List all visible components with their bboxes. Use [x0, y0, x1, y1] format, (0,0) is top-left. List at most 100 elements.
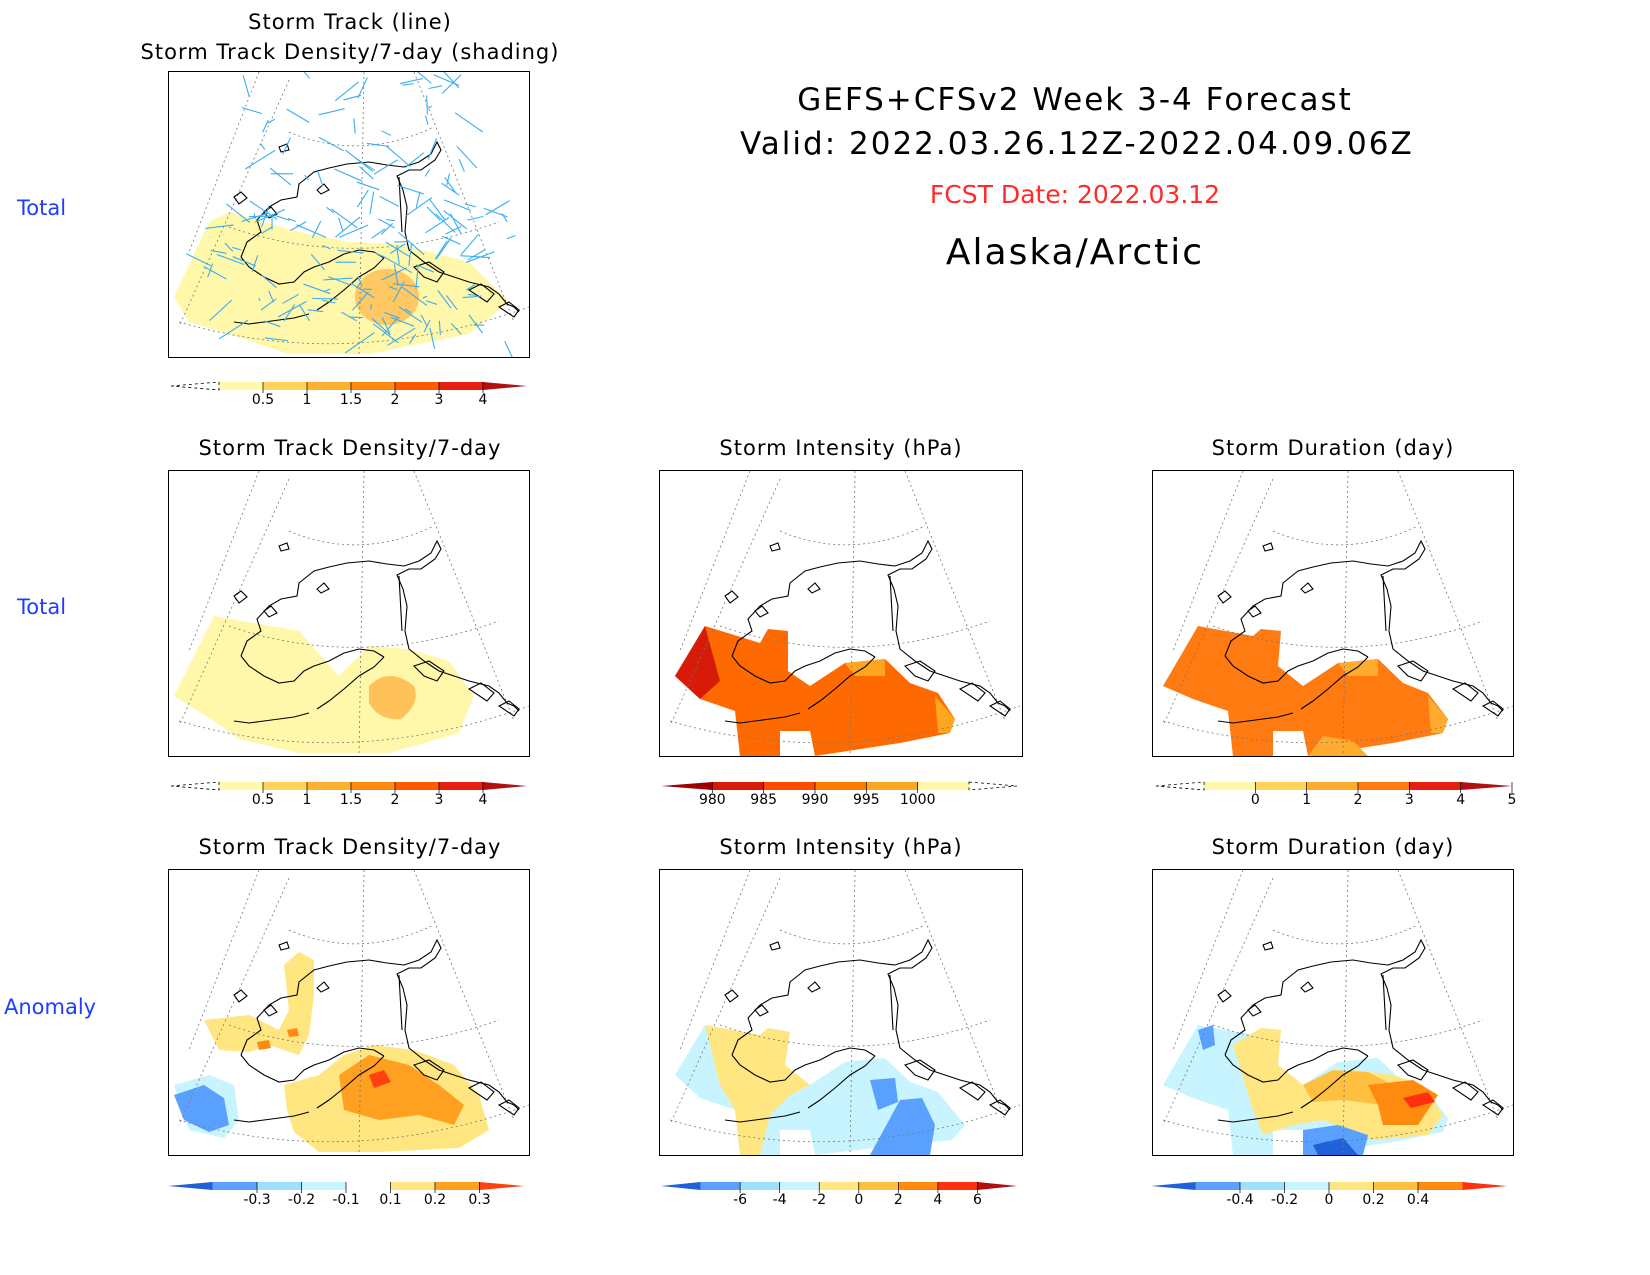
colorbar-open-end	[170, 781, 220, 791]
storm-track-line	[328, 276, 351, 286]
storm-track-line	[323, 277, 353, 281]
colorbar-swatch	[866, 782, 918, 790]
storm-track-line	[341, 311, 357, 322]
storm-track-line	[402, 83, 414, 86]
colorbar-swatch	[219, 382, 263, 390]
storm-track-line	[441, 74, 462, 95]
track-panel-title-1: Storm Track (line)	[248, 10, 452, 34]
storm-track-line	[282, 137, 291, 155]
storm-track-line	[261, 226, 272, 234]
colorbar-label: 1	[303, 792, 312, 808]
storm-track-line	[216, 253, 245, 266]
storm-track-line	[386, 219, 396, 222]
storm-track-line	[317, 172, 324, 186]
storm-track-line	[304, 174, 309, 181]
storm-track-line	[399, 77, 424, 85]
colorbar-label: 2	[894, 1192, 903, 1208]
colorbar-label: -4	[773, 1192, 787, 1208]
storm-track-line	[379, 195, 400, 207]
colorbar-swatch	[439, 382, 483, 390]
colorbar-label: 0	[1325, 1192, 1334, 1208]
colorbar-swatch	[937, 1182, 978, 1190]
colorbar-label: 0.4	[1407, 1192, 1429, 1208]
duration-anom-map	[1152, 869, 1514, 1156]
colorbar-label: 0.1	[379, 1192, 401, 1208]
storm-track-line	[203, 266, 227, 280]
storm-track-line	[415, 191, 421, 208]
colorbar-label: 0	[1251, 792, 1260, 808]
colorbar-label: -0.3	[243, 1192, 270, 1208]
storm-track-line	[225, 203, 251, 223]
storm-track-line	[423, 319, 431, 333]
storm-track-line	[334, 81, 359, 102]
storm-track-line	[312, 297, 338, 300]
storm-track-line	[251, 254, 259, 272]
colorbar-label: 990	[802, 792, 829, 808]
row-label-total-1: Total	[17, 196, 67, 220]
colorbar-swatch	[858, 1182, 899, 1190]
storm-track-line	[408, 243, 413, 266]
colorbar-swatch	[1460, 782, 1512, 790]
storm-track-line	[386, 145, 411, 168]
storm-track-line	[262, 119, 269, 133]
storm-track-line	[244, 149, 276, 170]
storm-track-line	[249, 200, 278, 220]
colorbar-swatch	[661, 1182, 701, 1190]
storm-track-line	[467, 249, 486, 261]
storm-track-line	[260, 143, 266, 150]
storm-track-line	[426, 300, 438, 305]
colorbar-label: 0.2	[1362, 1192, 1384, 1208]
storm-track-line	[352, 291, 369, 311]
storm-track-line	[369, 191, 375, 214]
storm-track-line	[380, 223, 394, 235]
storm-track-line	[434, 240, 448, 260]
colorbar-swatch	[712, 782, 764, 790]
storm-track-line	[435, 237, 452, 260]
colorbar-swatch	[351, 382, 395, 390]
storm-track-line	[311, 220, 322, 239]
colorbar-label: 2	[391, 792, 400, 808]
storm-track-line	[429, 327, 436, 349]
storm-track-line	[437, 289, 452, 309]
colorbar-swatch	[479, 1182, 524, 1190]
colorbar-swatch	[168, 1182, 213, 1190]
storm-track-line	[261, 274, 277, 288]
colorbar-label: 1.5	[340, 392, 362, 408]
storm-track-line	[427, 105, 432, 109]
storm-track-line	[287, 217, 297, 223]
intensity-total-title: Storm Intensity (hPa)	[719, 436, 963, 460]
colorbar-swatch	[815, 782, 867, 790]
storm-track-line	[282, 293, 299, 304]
storm-track-line	[388, 286, 398, 291]
region-label: Alaska/Arctic	[945, 232, 1205, 273]
storm-track-line	[283, 304, 296, 322]
colorbar-swatch	[1462, 1182, 1507, 1190]
colorbar-swatch	[1409, 782, 1461, 790]
storm-track-line	[366, 142, 390, 147]
storm-track-line	[356, 189, 369, 208]
storm-track-line	[318, 108, 345, 116]
colorbar-swatch	[212, 1182, 257, 1190]
storm-track-line	[299, 304, 311, 322]
colorbar-label: -0.2	[288, 1192, 315, 1208]
storm-track-line	[268, 290, 275, 303]
storm-track-line	[468, 314, 483, 334]
colorbar-duration-anom: -0.4 -0.2 0 0.2 0.4	[1143, 1178, 1515, 1220]
duration-total-title: Storm Duration (day)	[1211, 436, 1455, 460]
colorbar-label: 2	[1354, 792, 1363, 808]
storm-track-line	[271, 213, 291, 221]
storm-track-line	[286, 108, 310, 123]
storm-track-line	[373, 159, 398, 175]
storm-track-line	[397, 184, 424, 195]
storm-track-line	[424, 115, 429, 125]
storm-track-line	[344, 332, 375, 354]
storm-track-line	[357, 77, 368, 99]
colorbar-swatch	[1151, 1182, 1196, 1190]
storm-track-line	[441, 235, 461, 245]
storm-track-line	[422, 295, 428, 299]
colorbar-swatch	[435, 1182, 480, 1190]
storm-track-line	[330, 208, 358, 229]
colorbar-label: 4	[479, 792, 488, 808]
density-total-title: Storm Track Density/7-day	[198, 436, 502, 460]
storm-track-line	[381, 267, 408, 281]
